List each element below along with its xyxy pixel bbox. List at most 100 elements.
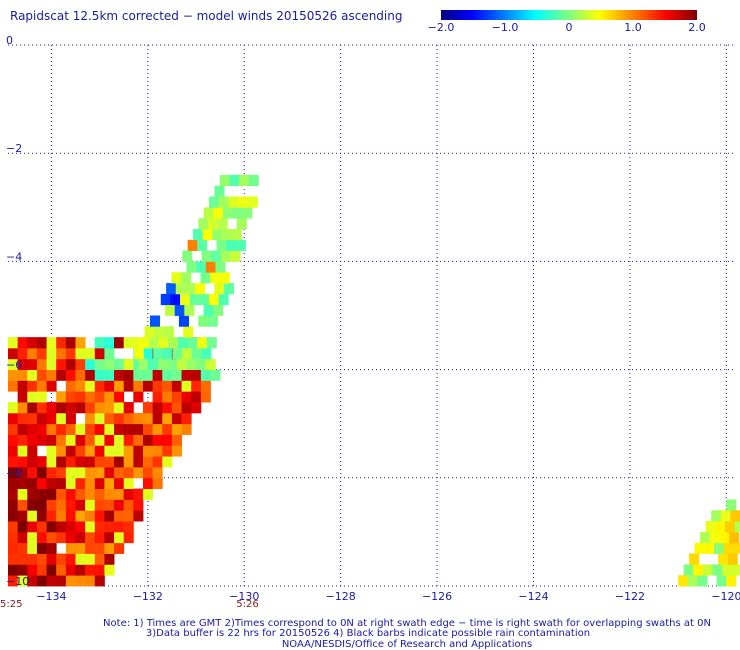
- heatmap-cell: [200, 369, 211, 381]
- heatmap-cell: [56, 466, 67, 479]
- heatmap-cell: [114, 337, 125, 349]
- heatmap-cell: [185, 283, 196, 295]
- heatmap-cell: [8, 434, 19, 446]
- heatmap-cell: [205, 261, 216, 273]
- heatmap-cell: [75, 542, 86, 554]
- heatmap-cell: [171, 380, 182, 392]
- heatmap-cell: [75, 391, 86, 403]
- heatmap-cell: [205, 358, 216, 370]
- heatmap-cell: [162, 445, 173, 457]
- heatmap-cell: [46, 369, 57, 381]
- heatmap-cell: [65, 542, 76, 554]
- heatmap-cell: [123, 488, 134, 500]
- heatmap-cell: [27, 412, 38, 425]
- heatmap-cell: [85, 412, 96, 425]
- colorbar-tick-label: −1.0: [492, 21, 519, 34]
- heatmap-cell: [94, 412, 105, 425]
- heatmap-cell: [94, 369, 105, 381]
- heatmap-cell: [46, 553, 57, 565]
- heatmap-cell: [8, 412, 19, 425]
- heatmap-cell: [46, 358, 57, 370]
- heatmap-cell: [123, 521, 134, 533]
- heatmap-cell: [56, 445, 67, 457]
- heatmap-cell: [85, 347, 96, 360]
- heatmap-cell: [85, 423, 96, 435]
- heatmap-cell: [17, 347, 28, 360]
- heatmap-cell: [27, 521, 38, 533]
- heatmap-cell: [56, 521, 67, 533]
- heatmap-cell: [65, 477, 76, 490]
- heatmap-cell: [176, 358, 187, 370]
- heatmap-cell: [27, 445, 38, 457]
- heatmap-cell: [94, 575, 105, 587]
- heatmap-cell: [56, 358, 67, 370]
- note-line-3: NOAA/NESDIS/Office of Research and Appli…: [282, 639, 532, 650]
- heatmap-cell: [104, 456, 115, 468]
- heatmap-cell: [218, 293, 229, 306]
- heatmap-cell: [36, 488, 47, 500]
- heatmap-cell: [152, 402, 163, 414]
- heatmap-cell: [152, 412, 163, 425]
- heatmap-cell: [27, 575, 38, 587]
- heatmap-cell: [36, 542, 47, 554]
- heatmap-cell: [158, 337, 169, 349]
- heatmap-cell: [171, 402, 182, 414]
- heatmap-cell: [153, 347, 164, 360]
- heatmap-cell: [181, 412, 192, 425]
- heatmap-cell: [8, 358, 19, 370]
- heatmap-cell: [213, 304, 224, 316]
- heatmap-cell: [235, 239, 246, 251]
- heatmap-cell: [56, 499, 67, 511]
- heatmap-cell: [133, 380, 144, 392]
- heatmap-cell: [152, 380, 163, 392]
- heatmap-cell: [177, 337, 188, 349]
- heatmap-cell: [150, 315, 161, 327]
- heatmap-cell: [152, 369, 163, 381]
- heatmap-cell: [27, 380, 38, 392]
- heatmap-cell: [207, 315, 218, 327]
- heatmap-cell: [46, 521, 57, 533]
- y-tick-label: −4: [6, 250, 22, 263]
- heatmap-cell: [229, 174, 240, 187]
- heatmap-cell: [17, 434, 28, 446]
- heatmap-cell: [189, 293, 200, 306]
- heatmap-cell: [192, 228, 204, 241]
- heatmap-cell: [171, 445, 182, 457]
- heatmap-cell: [142, 477, 154, 490]
- heatmap-cell: [36, 337, 47, 349]
- heatmap-cell: [217, 218, 228, 230]
- heatmap-cell: [678, 575, 689, 587]
- heatmap-cell: [46, 456, 57, 468]
- heatmap-cell: [201, 347, 212, 360]
- heatmap-cell: [123, 445, 134, 457]
- heatmap-cell: [228, 196, 239, 208]
- heatmap-cell: [181, 369, 192, 381]
- heatmap-cell: [17, 553, 28, 565]
- heatmap-cell: [133, 499, 144, 511]
- heatmap-cell: [247, 196, 258, 208]
- heatmap-cell: [75, 575, 86, 587]
- heatmap-cell: [8, 380, 19, 392]
- heatmap-cell: [181, 380, 192, 392]
- heatmap-cell: [85, 466, 96, 479]
- heatmap-cell: [162, 423, 173, 435]
- heatmap-cell: [36, 575, 47, 587]
- heatmap-cell: [133, 369, 144, 381]
- heatmap-cell: [85, 358, 96, 370]
- heatmap-cell: [693, 564, 704, 576]
- heatmap-cell: [230, 250, 241, 262]
- heatmap-cell: [36, 412, 47, 425]
- heatmap-cell: [104, 521, 115, 533]
- x-tick-label: −130: [229, 590, 259, 603]
- heatmap-cell: [75, 510, 86, 522]
- heatmap-cell: [162, 402, 173, 414]
- heatmap-cell: [27, 510, 38, 522]
- heatmap-cell: [198, 218, 209, 230]
- heatmap-cell: [220, 250, 231, 262]
- heatmap-cell: [46, 347, 57, 360]
- heatmap-cell: [152, 466, 163, 479]
- heatmap-cell: [175, 283, 186, 295]
- heatmap-cell: [8, 510, 19, 522]
- heatmap-cell: [114, 531, 125, 544]
